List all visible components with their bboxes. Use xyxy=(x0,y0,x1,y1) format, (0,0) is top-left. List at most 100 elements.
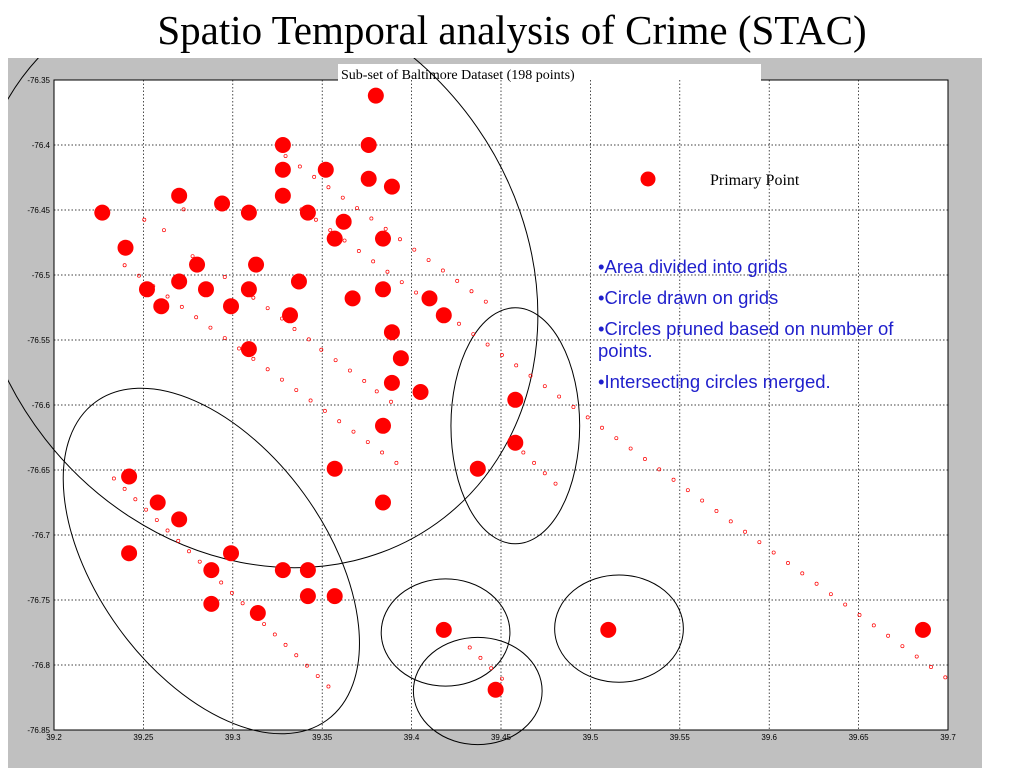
primary-point xyxy=(153,298,170,315)
secondary-point xyxy=(122,263,127,268)
secondary-point xyxy=(514,363,519,368)
secondary-point xyxy=(800,571,805,576)
x-tick-label: 39.4 xyxy=(404,733,420,742)
primary-point xyxy=(171,511,188,528)
primary-point xyxy=(248,256,265,273)
primary-point xyxy=(487,681,504,698)
secondary-point xyxy=(857,613,862,617)
secondary-point xyxy=(251,356,256,361)
secondary-point xyxy=(542,384,547,389)
primary-point xyxy=(360,170,377,187)
secondary-point xyxy=(499,676,504,681)
primary-point xyxy=(326,230,343,247)
secondary-point xyxy=(313,217,318,222)
note-item: •Circles pruned based on number of point… xyxy=(598,318,894,361)
primary-point xyxy=(412,384,429,400)
primary-point xyxy=(507,391,524,408)
secondary-point xyxy=(371,259,376,264)
primary-point xyxy=(367,87,384,104)
secondary-point xyxy=(144,507,149,512)
secondary-point xyxy=(843,602,848,607)
secondary-point xyxy=(728,519,733,524)
y-tick-label: -76.8 xyxy=(32,661,51,670)
primary-point xyxy=(203,595,220,612)
primary-point xyxy=(383,374,400,391)
secondary-point xyxy=(365,440,370,444)
secondary-point xyxy=(136,273,141,278)
secondary-point xyxy=(315,674,320,679)
primary-point xyxy=(326,460,343,477)
note-item: •Intersecting circles merged. xyxy=(598,371,831,392)
secondary-point xyxy=(828,592,833,597)
secondary-point xyxy=(179,304,184,309)
secondary-point xyxy=(585,415,590,420)
secondary-point xyxy=(142,217,147,222)
secondary-point xyxy=(237,346,242,351)
primary-point xyxy=(392,350,409,367)
secondary-point xyxy=(557,394,562,399)
secondary-point xyxy=(122,486,127,491)
secondary-point xyxy=(471,332,476,337)
secondary-point xyxy=(319,347,324,352)
primary-point xyxy=(374,417,391,434)
secondary-point xyxy=(399,280,404,285)
secondary-point xyxy=(771,550,776,555)
primary-point xyxy=(374,494,391,511)
scatter-plot: Sub-set of Baltimore Dataset (198 points… xyxy=(8,58,956,746)
plot-title: Sub-set of Baltimore Dataset (198 points… xyxy=(341,68,575,83)
secondary-point xyxy=(308,398,313,403)
secondary-point xyxy=(385,269,390,274)
secondary-point xyxy=(553,481,558,486)
secondary-point xyxy=(292,327,297,331)
primary-point xyxy=(282,307,299,324)
secondary-point xyxy=(222,336,227,340)
secondary-point xyxy=(305,663,309,668)
secondary-point xyxy=(251,295,256,300)
primary-point xyxy=(214,195,231,212)
primary-point xyxy=(335,213,352,230)
secondary-point xyxy=(362,379,367,383)
x-tick-label: 39.6 xyxy=(761,733,777,742)
primary-point xyxy=(600,621,617,638)
secondary-point xyxy=(337,419,342,424)
primary-point xyxy=(383,324,400,341)
secondary-point xyxy=(642,457,647,461)
secondary-point xyxy=(190,254,195,259)
secondary-point xyxy=(900,644,905,649)
primary-point xyxy=(203,562,220,579)
primary-point xyxy=(435,307,452,324)
primary-point xyxy=(299,204,316,221)
secondary-point xyxy=(412,247,417,252)
secondary-point xyxy=(700,498,705,503)
secondary-point xyxy=(743,529,748,534)
secondary-point xyxy=(440,268,445,273)
secondary-point xyxy=(133,497,138,502)
primary-point xyxy=(240,204,257,221)
slide-title: Spatio Temporal analysis of Crime (STAC) xyxy=(157,7,867,53)
primary-point xyxy=(326,588,343,605)
secondary-point xyxy=(187,549,191,554)
secondary-point xyxy=(685,488,690,493)
primary-point xyxy=(223,298,240,315)
secondary-point xyxy=(162,228,166,233)
secondary-point xyxy=(914,654,919,659)
secondary-point xyxy=(600,425,604,430)
secondary-point xyxy=(306,337,311,342)
primary-point xyxy=(274,161,291,178)
secondary-point xyxy=(347,368,352,373)
secondary-point xyxy=(165,528,170,533)
secondary-point xyxy=(929,665,933,669)
secondary-point xyxy=(671,477,676,482)
secondary-point xyxy=(322,408,327,413)
secondary-point xyxy=(886,633,891,638)
secondary-point xyxy=(176,538,181,543)
primary-point xyxy=(435,621,452,638)
x-tick-label: 39.7 xyxy=(940,733,956,742)
y-tick-label: -76.35 xyxy=(27,76,50,85)
secondary-point xyxy=(542,471,547,476)
secondary-point xyxy=(294,388,299,392)
primary-point xyxy=(138,281,155,298)
secondary-point xyxy=(489,666,494,671)
primary-points xyxy=(94,87,931,698)
secondary-point xyxy=(457,321,461,326)
